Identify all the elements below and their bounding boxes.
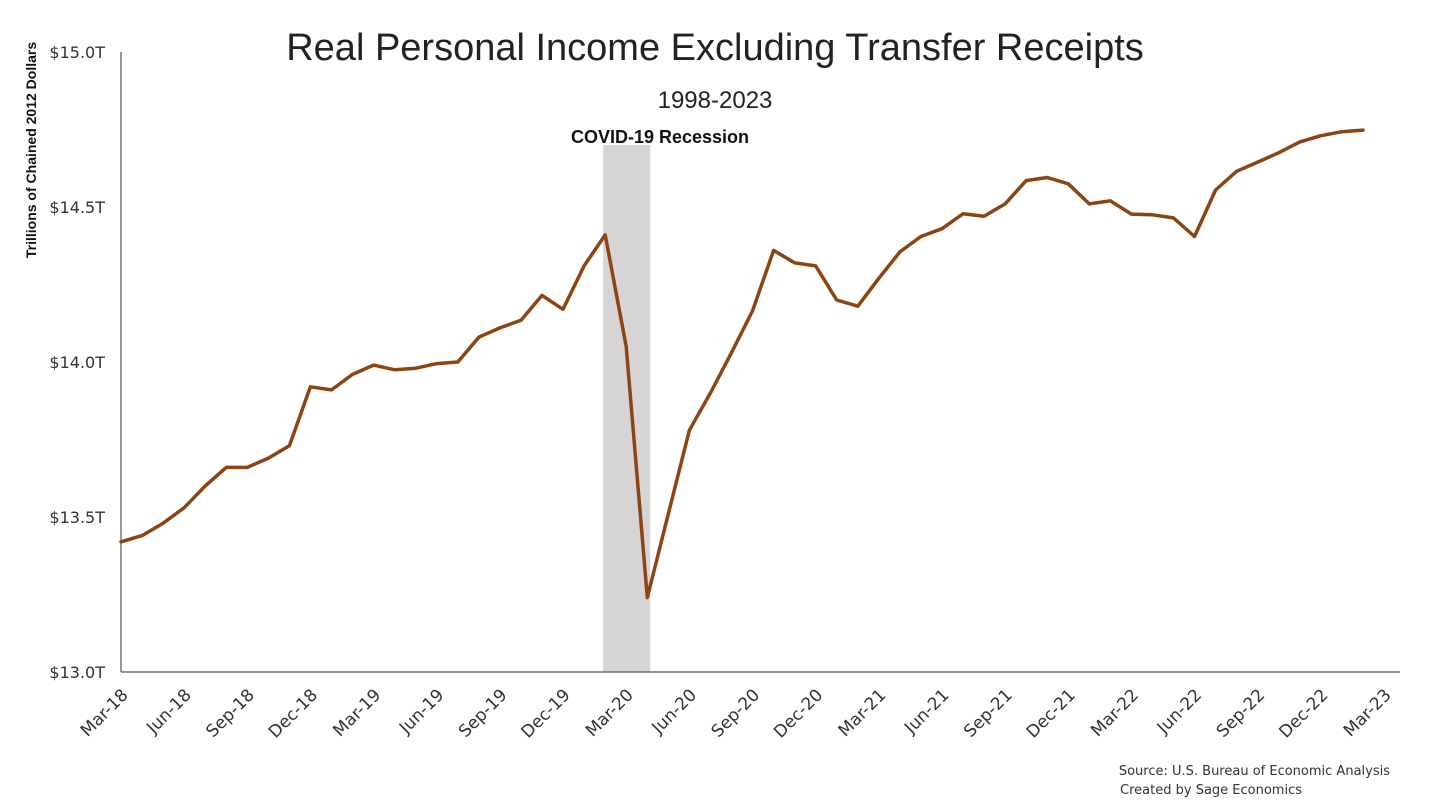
y-tick-label: $14.0T bbox=[49, 353, 105, 372]
x-tick-label: Dec-19 bbox=[518, 685, 575, 742]
recession-band-layer bbox=[603, 145, 651, 672]
x-tick-label: Sep-20 bbox=[708, 685, 764, 741]
x-tick-label: Jun-19 bbox=[395, 685, 448, 738]
y-tick-label: $14.5T bbox=[49, 198, 105, 217]
x-tick-label: Sep-19 bbox=[455, 685, 511, 741]
x-tick-label: Dec-22 bbox=[1275, 685, 1332, 742]
recession-band bbox=[603, 145, 651, 672]
y-axis-label: Trillions of Chained 2012 Dollars bbox=[23, 42, 39, 258]
x-tick-label: Dec-20 bbox=[770, 685, 827, 742]
chart-subtitle: 1998-2023 bbox=[658, 87, 773, 114]
x-tick-label: Dec-18 bbox=[265, 685, 322, 742]
x-tick-label: Jun-22 bbox=[1153, 685, 1206, 738]
y-tick-labels: $13.0T $13.5T $14.0T $14.5T $15.0T bbox=[49, 43, 105, 682]
chart-title: Real Personal Income Excluding Transfer … bbox=[286, 27, 1144, 69]
x-tick-label: Mar-19 bbox=[329, 685, 385, 741]
x-tick-label: Jun-21 bbox=[900, 685, 953, 738]
x-tick-label: Jun-20 bbox=[648, 685, 701, 738]
x-tick-label: Sep-21 bbox=[960, 685, 1016, 741]
x-tick-label: Dec-21 bbox=[1023, 685, 1080, 742]
recession-label: COVID-19 Recession bbox=[571, 127, 749, 147]
x-tick-label: Mar-21 bbox=[835, 685, 891, 741]
x-tick-label: Mar-22 bbox=[1087, 685, 1143, 741]
y-tick-label: $13.5T bbox=[49, 508, 105, 527]
source-line: Source: U.S. Bureau of Economic Analysis bbox=[1119, 764, 1390, 779]
x-tick-label: Jun-18 bbox=[142, 685, 195, 738]
x-tick-label: Sep-18 bbox=[202, 685, 258, 741]
x-tick-label: Mar-23 bbox=[1340, 685, 1396, 741]
series-layer bbox=[119, 128, 1365, 600]
x-tick-label: Mar-20 bbox=[582, 685, 638, 741]
x-tick-labels: Mar-18 Jun-18 Sep-18 Dec-18 Mar-19 Jun-19 Sep-… bbox=[77, 685, 1396, 742]
series-line bbox=[119, 128, 1365, 600]
x-tick-label: Mar-18 bbox=[77, 685, 133, 741]
created-by-line: Created by Sage Economics bbox=[1120, 783, 1302, 798]
y-tick-label: $13.0T bbox=[49, 663, 105, 682]
x-tick-label: Sep-22 bbox=[1213, 685, 1269, 741]
y-tick-label: $15.0T bbox=[49, 43, 105, 62]
